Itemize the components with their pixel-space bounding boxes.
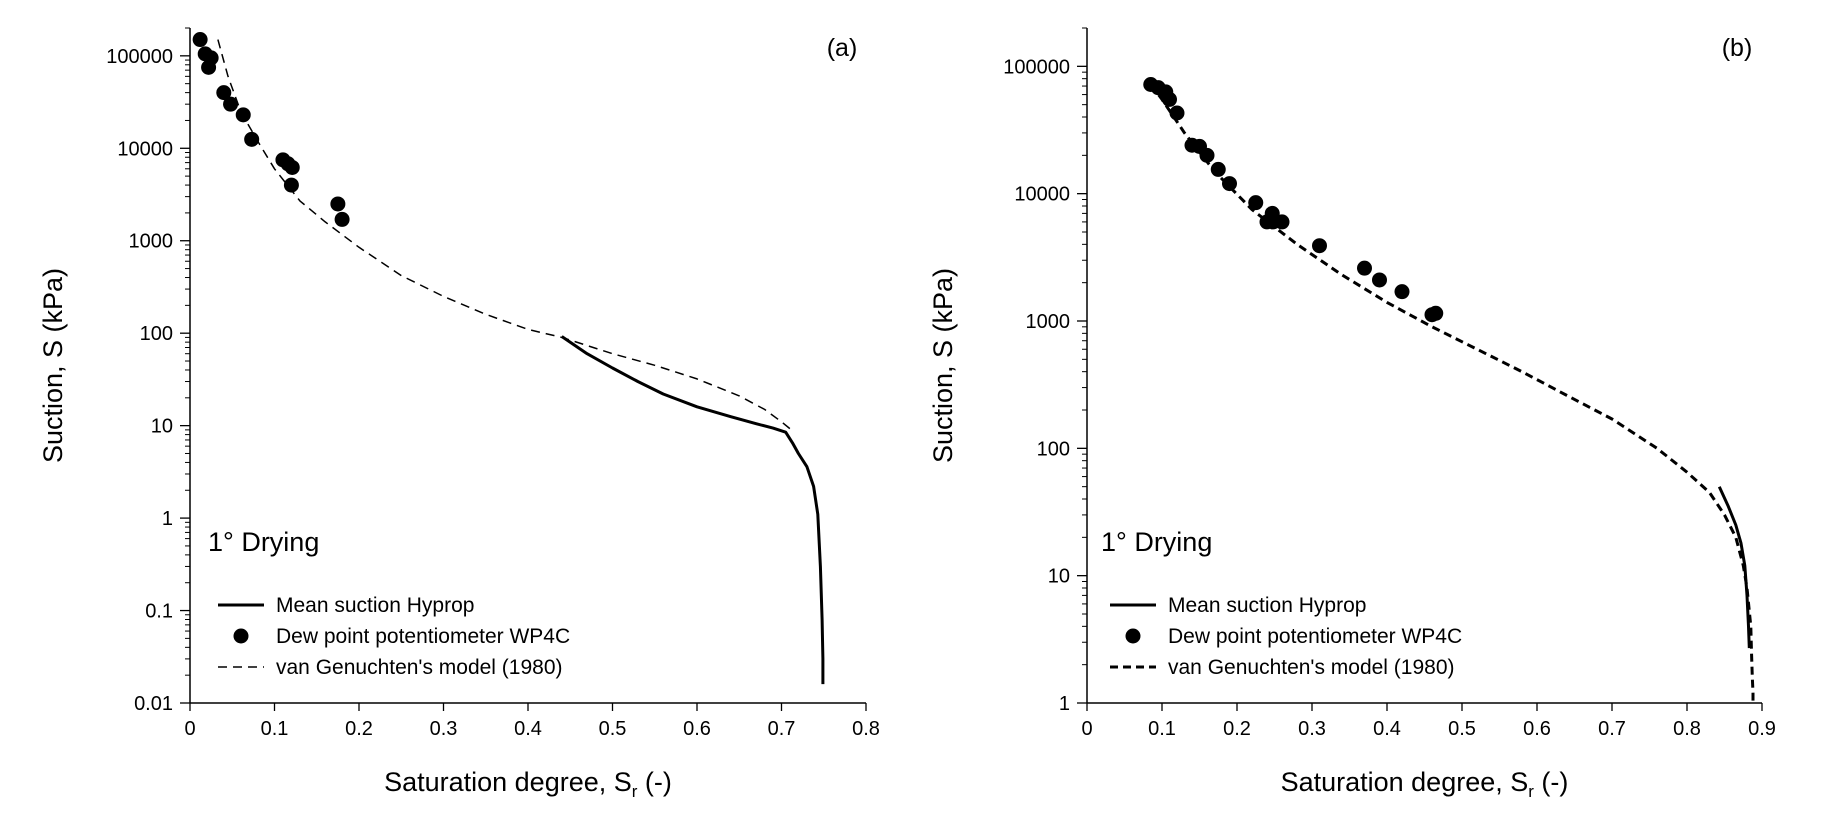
x-tick-label: 0.3 <box>430 718 458 740</box>
wp4c-point <box>1394 284 1410 300</box>
legend: Mean suction Hyprop Dew point potentiomet… <box>1110 594 1462 679</box>
y-tick-label: 100 <box>1037 438 1070 460</box>
panel-label: (b) <box>1722 34 1753 62</box>
legend-label: van Genuchten's model (1980) <box>1168 656 1455 679</box>
wp4c-point <box>192 32 208 48</box>
wp4c-point <box>1372 272 1387 288</box>
x-axis-label-main: Saturation degree, S <box>1281 767 1529 797</box>
x-tick-label: 0.9 <box>1748 718 1776 740</box>
x-axis-label: Saturation degree, Sr (-) <box>384 767 672 801</box>
y-tick-label: 1 <box>1059 693 1070 715</box>
legend-label: van Genuchten's model (1980) <box>276 656 563 679</box>
legend-wp4c-swatch <box>1125 628 1141 644</box>
wp4c-point <box>283 177 299 193</box>
x-axis-label-main: Saturation degree, S <box>384 767 632 797</box>
drying-annotation: 1° Drying <box>208 527 319 557</box>
x-tick-label: 0 <box>1081 718 1092 740</box>
x-tick-label: 0.5 <box>599 718 627 740</box>
drying-annotation: 1° Drying <box>1101 527 1212 557</box>
legend-wp4c-swatch <box>233 628 249 644</box>
x-tick-label: 0.6 <box>683 718 711 740</box>
x-axis-label-suffix: (-) <box>637 767 671 797</box>
wp4c-point <box>1248 195 1264 211</box>
wp4c-point <box>1169 105 1185 121</box>
x-tick-label: 0.1 <box>261 718 289 740</box>
y-tick-label: 100000 <box>1003 56 1070 78</box>
x-axis-label: Saturation degree, Sr (-) <box>1281 767 1569 801</box>
x-tick-label: 0.2 <box>1223 718 1251 740</box>
wp4c-point <box>334 211 350 227</box>
wp4c-point <box>1357 260 1372 276</box>
x-tick-label: 0.3 <box>1298 718 1326 740</box>
y-axis-label: Suction, S (kPa) <box>38 268 68 463</box>
x-axis-label-sub: r <box>632 782 638 801</box>
wp4c-point <box>244 131 260 147</box>
y-tick-label: 1000 <box>129 231 174 253</box>
legend-label: Mean suction Hyprop <box>276 594 474 617</box>
y-tick-label: 0.01 <box>134 693 173 715</box>
x-tick-label: 0.7 <box>1598 718 1626 740</box>
wp4c-point <box>330 196 346 212</box>
wp4c-point <box>284 159 300 175</box>
x-tick-label: 0.8 <box>1673 718 1701 740</box>
y-tick-label: 100000 <box>106 46 173 68</box>
y-tick-label: 10 <box>151 416 173 438</box>
x-tick-label: 0.4 <box>1373 718 1401 740</box>
wp4c-point <box>1222 176 1237 192</box>
legend-label: Mean suction Hyprop <box>1168 594 1366 617</box>
x-axis-label-suffix: (-) <box>1534 767 1568 797</box>
y-tick-label: 0.1 <box>145 601 173 623</box>
y-tick-label: 10000 <box>117 138 173 160</box>
van-genuchten-line <box>217 39 795 433</box>
x-tick-label: 0.7 <box>768 718 796 740</box>
wp4c-point <box>1428 305 1444 321</box>
x-tick-label: 0 <box>184 718 195 740</box>
y-axis-label: Suction, S (kPa) <box>928 268 958 463</box>
y-tick-label: 10000 <box>1014 184 1070 206</box>
legend-label: Dew point potentiometer WP4C <box>276 625 570 648</box>
legend: Mean suction Hyprop Dew point potentiomet… <box>218 594 570 679</box>
wp4c-point <box>1312 238 1327 254</box>
wp4c-point <box>1162 91 1177 107</box>
wp4c-point <box>201 59 217 75</box>
panel-a: 0 0.1 0.2 0.3 0.4 0.5 0.6 0.7 0.8 0.01 0.1 1 10 100 10… <box>38 27 880 801</box>
legend-label: Dew point potentiometer WP4C <box>1168 625 1462 648</box>
wp4c-point <box>216 85 232 101</box>
panel-b: 0 0.1 0.2 0.3 0.4 0.5 0.6 0.7 0.8 0.9 1 10 100 1000 10… <box>928 27 1776 801</box>
hyprop-line <box>1717 486 1751 649</box>
y-tick-label: 10 <box>1048 566 1070 588</box>
wp4c-point <box>1274 214 1290 230</box>
van-genuchten-line <box>1149 83 1755 703</box>
panel-label: (a) <box>827 34 858 62</box>
y-tick-label: 1000 <box>1026 311 1071 333</box>
x-tick-label: 0.8 <box>852 718 880 740</box>
y-tick-label: 1 <box>162 508 173 530</box>
y-tick-label: 100 <box>140 323 173 345</box>
x-tick-label: 0.2 <box>345 718 373 740</box>
x-tick-label: 0.4 <box>514 718 542 740</box>
x-tick-label: 0.5 <box>1448 718 1476 740</box>
wp4c-point <box>223 96 239 112</box>
x-tick-label: 0.6 <box>1523 718 1551 740</box>
hyprop-line <box>560 335 825 685</box>
x-tick-label: 0.1 <box>1148 718 1176 740</box>
x-axis-label-sub: r <box>1528 782 1534 801</box>
